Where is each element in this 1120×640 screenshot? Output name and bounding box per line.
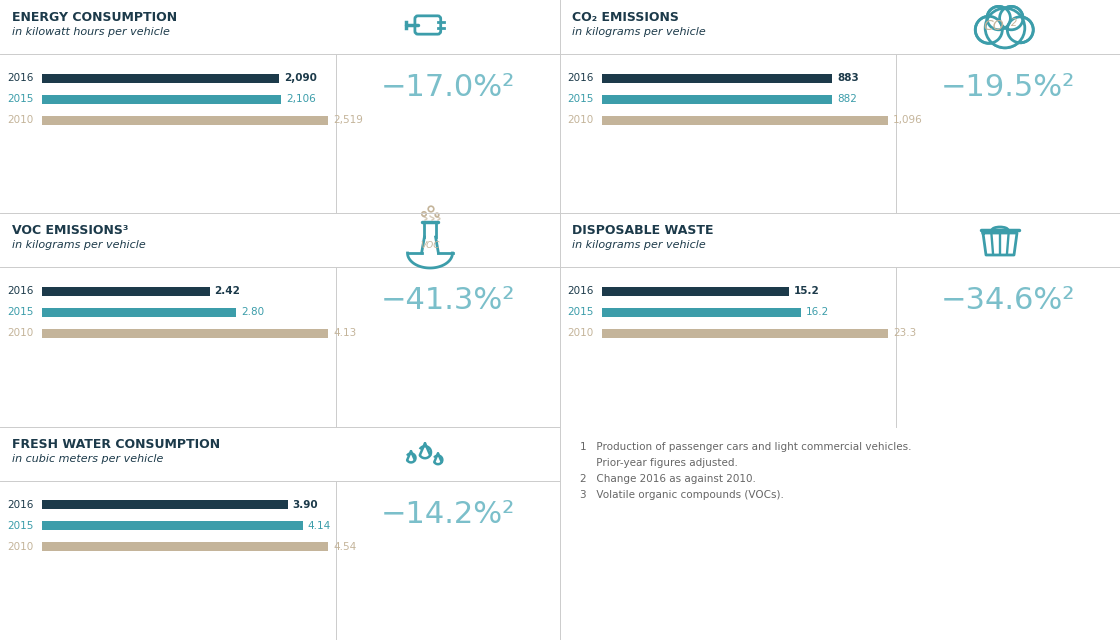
Circle shape [986, 10, 1024, 48]
Text: 2010: 2010 [567, 115, 594, 125]
Text: VOC: VOC [420, 241, 440, 250]
Text: 3.90: 3.90 [292, 500, 318, 509]
Text: 2015: 2015 [567, 94, 594, 104]
Text: 23.3: 23.3 [893, 328, 916, 339]
Text: 2015: 2015 [7, 307, 34, 317]
Text: 2.80: 2.80 [241, 307, 264, 317]
Bar [603, 308, 801, 317]
Text: −14.2%²: −14.2%² [381, 500, 515, 529]
Bar [43, 74, 279, 83]
Text: 2,106: 2,106 [286, 94, 316, 104]
Text: 4.13: 4.13 [333, 328, 356, 339]
Text: 1,096: 1,096 [893, 115, 923, 125]
Text: 2015: 2015 [7, 521, 34, 531]
Bar [43, 329, 328, 338]
Text: 16.2: 16.2 [806, 307, 829, 317]
Text: 2015: 2015 [7, 94, 34, 104]
Text: 2016: 2016 [567, 73, 594, 83]
Bar [603, 329, 888, 338]
Text: −17.0%²: −17.0%² [381, 73, 515, 102]
Text: 2.42: 2.42 [215, 286, 241, 296]
Text: 1   Production of passenger cars and light commercial vehicles.: 1 Production of passenger cars and light… [580, 442, 912, 452]
Text: 2010: 2010 [7, 541, 34, 552]
Text: 2016: 2016 [7, 500, 34, 509]
Text: 2: 2 [1011, 18, 1017, 28]
Circle shape [976, 16, 1002, 44]
Text: in cubic meters per vehicle: in cubic meters per vehicle [12, 454, 164, 463]
Bar [603, 74, 832, 83]
Text: in kilograms per vehicle: in kilograms per vehicle [572, 241, 706, 250]
Text: DISPOSABLE WASTE: DISPOSABLE WASTE [572, 225, 713, 237]
Text: −34.6%²: −34.6%² [941, 287, 1075, 316]
Text: 883: 883 [838, 73, 859, 83]
Bar [603, 287, 788, 296]
Text: VOC EMISSIONS³: VOC EMISSIONS³ [12, 225, 129, 237]
Text: ENERGY CONSUMPTION: ENERGY CONSUMPTION [12, 11, 177, 24]
Text: in kilowatt hours per vehicle: in kilowatt hours per vehicle [12, 27, 170, 37]
Text: 2,090: 2,090 [284, 73, 317, 83]
Text: FRESH WATER CONSUMPTION: FRESH WATER CONSUMPTION [12, 438, 221, 451]
Text: 2   Change 2016 as against 2010.: 2 Change 2016 as against 2010. [580, 474, 756, 484]
Text: 2010: 2010 [7, 328, 34, 339]
Text: −41.3%²: −41.3%² [381, 287, 515, 316]
Text: 3   Volatile organic compounds (VOCs).: 3 Volatile organic compounds (VOCs). [580, 490, 784, 500]
Text: 2015: 2015 [567, 307, 594, 317]
Circle shape [986, 8, 1025, 48]
Text: −19.5%²: −19.5%² [941, 73, 1075, 102]
Circle shape [987, 6, 1010, 30]
Text: Prior-year figures adjusted.: Prior-year figures adjusted. [580, 458, 738, 468]
Text: 2,519: 2,519 [333, 115, 363, 125]
Bar [603, 95, 832, 104]
Text: 4.54: 4.54 [333, 541, 356, 552]
Text: CO: CO [983, 19, 1004, 33]
Text: 2010: 2010 [567, 328, 594, 339]
Bar [43, 308, 236, 317]
Text: CO₂ EMISSIONS: CO₂ EMISSIONS [572, 11, 679, 24]
Bar [43, 521, 302, 530]
Text: 882: 882 [837, 94, 857, 104]
Text: 15.2: 15.2 [794, 286, 820, 296]
Bar [43, 115, 328, 125]
Bar [43, 95, 281, 104]
Text: in kilograms per vehicle: in kilograms per vehicle [572, 27, 706, 37]
Text: 2016: 2016 [7, 286, 34, 296]
Text: 2016: 2016 [7, 73, 34, 83]
Circle shape [1007, 17, 1034, 43]
Bar [603, 115, 888, 125]
Bar [43, 500, 288, 509]
Text: 2010: 2010 [7, 115, 34, 125]
Bar [43, 287, 209, 296]
Circle shape [999, 6, 1023, 30]
Bar [43, 542, 328, 551]
Text: 4.14: 4.14 [308, 521, 332, 531]
Text: in kilograms per vehicle: in kilograms per vehicle [12, 241, 146, 250]
Text: 2016: 2016 [567, 286, 594, 296]
